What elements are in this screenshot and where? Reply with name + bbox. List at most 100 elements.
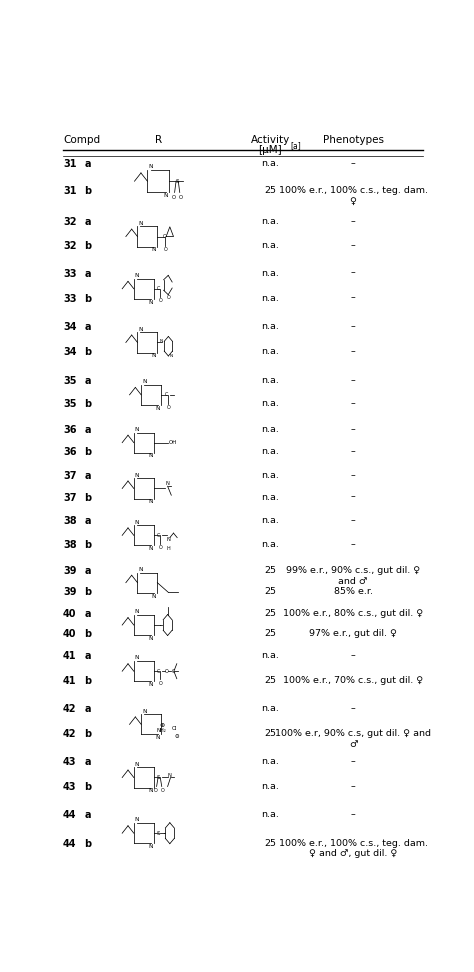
Text: O: O (164, 669, 168, 674)
Text: R: R (155, 135, 162, 146)
Text: –: – (351, 782, 356, 791)
Text: b: b (84, 586, 91, 597)
Text: N: N (138, 221, 143, 226)
Text: 25: 25 (264, 676, 276, 685)
Text: N: N (168, 774, 172, 779)
Text: N: N (135, 655, 139, 660)
Text: n.a.: n.a. (262, 159, 279, 168)
Text: N: N (155, 405, 160, 411)
Text: 39: 39 (63, 567, 76, 576)
Text: C: C (162, 234, 165, 239)
Text: n.a.: n.a. (262, 268, 279, 278)
Text: 34: 34 (63, 347, 76, 358)
Text: N: N (170, 354, 173, 358)
Text: 43: 43 (63, 757, 76, 767)
Text: n.a.: n.a. (262, 241, 279, 250)
Text: O: O (166, 405, 170, 410)
Text: N: N (135, 762, 139, 767)
Text: b: b (84, 839, 91, 849)
Text: ⊕: ⊕ (159, 723, 164, 728)
Text: 25: 25 (264, 567, 276, 575)
Text: b: b (84, 447, 91, 457)
Text: NH₂: NH₂ (157, 728, 167, 733)
Text: a: a (84, 811, 91, 820)
Text: Phenotypes: Phenotypes (323, 135, 383, 146)
Text: b: b (84, 629, 91, 639)
Text: N: N (148, 299, 153, 304)
Text: 41: 41 (63, 651, 76, 661)
Text: 36: 36 (63, 425, 76, 435)
Text: n.a.: n.a. (262, 811, 279, 819)
Text: 100% e.r., 100% c.s., teg. dam.
♀ and ♂, gut dil. ♀: 100% e.r., 100% c.s., teg. dam. ♀ and ♂,… (279, 839, 428, 858)
Text: Activity: Activity (251, 135, 290, 146)
Text: 36: 36 (63, 447, 76, 457)
Text: C: C (157, 533, 161, 538)
Text: O: O (161, 788, 165, 793)
Text: Cl: Cl (171, 726, 176, 731)
Text: 44: 44 (63, 811, 76, 820)
Text: 38: 38 (63, 539, 76, 550)
Text: 35: 35 (63, 399, 76, 409)
Text: 43: 43 (63, 782, 76, 792)
Text: 25: 25 (264, 187, 276, 195)
Text: –: – (351, 347, 356, 357)
Text: n.a.: n.a. (262, 493, 279, 502)
Text: 37: 37 (63, 471, 76, 481)
Text: 40: 40 (63, 609, 76, 619)
Text: C: C (165, 393, 169, 398)
Text: b: b (84, 347, 91, 358)
Text: N: N (135, 273, 139, 278)
Text: –: – (351, 294, 356, 302)
Text: S: S (175, 179, 179, 184)
Text: N: N (152, 248, 156, 253)
Text: b: b (84, 187, 91, 196)
Text: 100% e.r, 90% c.s, gut dil. ♀ and
♂: 100% e.r, 90% c.s, gut dil. ♀ and ♂ (275, 729, 431, 748)
Text: 42: 42 (63, 729, 76, 739)
Text: –: – (351, 399, 356, 408)
Text: N: N (135, 472, 139, 477)
Text: Compd: Compd (63, 135, 100, 146)
Text: N: N (165, 481, 169, 486)
Text: N: N (135, 519, 139, 525)
Text: b: b (84, 729, 91, 739)
Text: [a]: [a] (291, 141, 301, 151)
Text: O: O (158, 681, 162, 686)
Text: 97% e.r., gut dil. ♀: 97% e.r., gut dil. ♀ (309, 629, 397, 638)
Text: S: S (157, 775, 161, 780)
Text: 32: 32 (63, 241, 76, 251)
Text: –: – (351, 471, 356, 480)
Text: 31: 31 (63, 187, 76, 196)
Text: 25: 25 (264, 586, 276, 596)
Text: N: N (148, 500, 153, 504)
Text: n.a.: n.a. (262, 704, 279, 713)
Text: 25: 25 (264, 609, 276, 618)
Text: n.a.: n.a. (262, 217, 279, 226)
Text: 100% e.r., 100% c.s., teg. dam.
♀: 100% e.r., 100% c.s., teg. dam. ♀ (279, 187, 428, 206)
Text: N: N (148, 454, 153, 459)
Text: n.a.: n.a. (262, 516, 279, 525)
Text: a: a (84, 217, 91, 226)
Text: N: N (152, 594, 156, 599)
Text: n.a.: n.a. (262, 399, 279, 408)
Text: OH: OH (168, 440, 177, 445)
Text: n.a.: n.a. (262, 782, 279, 791)
Text: O: O (158, 545, 162, 550)
Text: N: N (148, 682, 153, 687)
Text: –: – (351, 516, 356, 525)
Text: –: – (351, 159, 356, 168)
Text: –: – (351, 704, 356, 713)
Text: a: a (84, 322, 91, 331)
Text: 33: 33 (63, 268, 76, 279)
Text: N: N (152, 354, 156, 359)
Text: n.a.: n.a. (262, 651, 279, 660)
Text: 37: 37 (63, 493, 76, 503)
Text: b: b (84, 539, 91, 550)
Text: b: b (84, 493, 91, 503)
Text: 39: 39 (63, 586, 76, 597)
Text: N: N (138, 567, 143, 572)
Text: –: – (351, 322, 356, 330)
Text: O: O (167, 295, 171, 299)
Text: C: C (171, 669, 174, 674)
Text: 41: 41 (63, 676, 76, 686)
Text: a: a (84, 471, 91, 481)
